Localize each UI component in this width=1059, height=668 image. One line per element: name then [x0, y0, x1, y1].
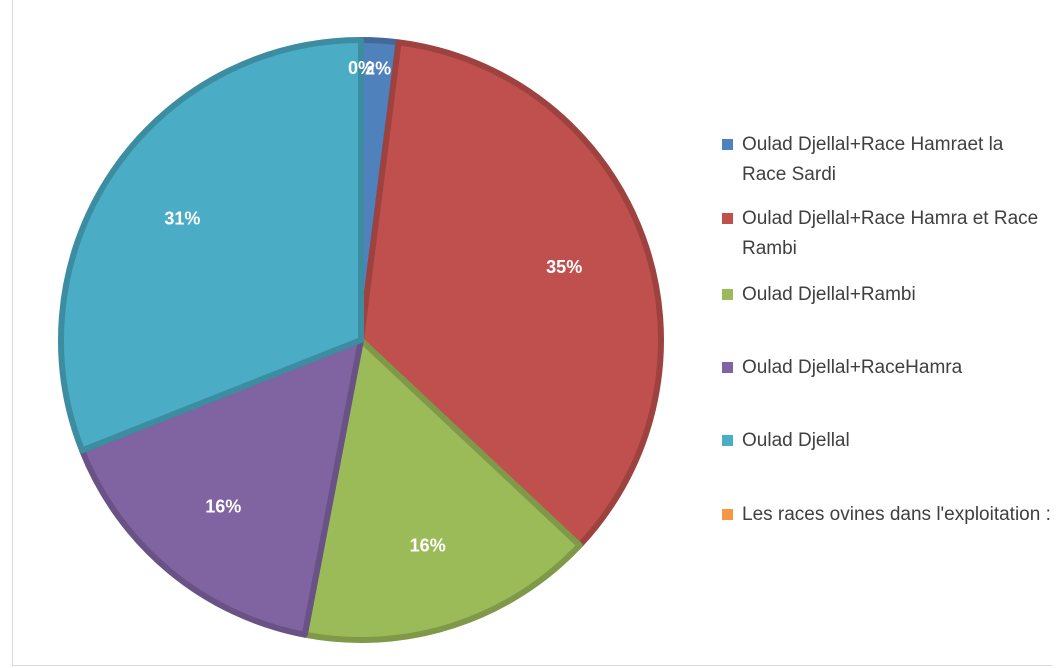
legend-swatch	[722, 435, 733, 446]
legend-swatch	[722, 139, 733, 150]
legend-label: Oulad Djellal	[742, 430, 850, 451]
legend-entry: Les races ovines dans l'exploitation :	[722, 502, 1052, 530]
legend-entry: Oulad Djellal	[722, 428, 1052, 456]
slice-data-label: 2%	[365, 59, 391, 79]
pie-slice	[358, 39, 664, 549]
legend-entry: Oulad Djellal+Race Hamraet la Race Sardi	[722, 132, 1052, 190]
legend-entry: Oulad Djellal+Race Hamra et Race Rambi	[722, 206, 1052, 264]
slice-data-label: 16%	[410, 535, 446, 555]
slice-data-label: 35%	[546, 257, 582, 277]
legend-label: Oulad Djellal+Race Hamra et Race Rambi	[742, 208, 1039, 259]
legend-swatch	[722, 509, 733, 520]
pie-data-labels: 2% 35% 16% 16% 31% 0%	[164, 58, 582, 555]
pie-slice	[79, 337, 364, 638]
legend-label: Les races ovines dans l'exploitation :	[742, 504, 1051, 525]
slice-data-label: 31%	[164, 209, 200, 229]
legend-label: Oulad Djellal+Race Hamraet la Race Sardi	[742, 134, 1004, 185]
slice-data-label: 16%	[205, 496, 241, 516]
slice-data-label: 0%	[348, 58, 374, 78]
legend-swatch	[722, 362, 733, 373]
chart-frame	[12, 0, 1052, 666]
legend-label: Oulad Djellal+RaceHamra	[742, 357, 963, 378]
legend-entry: Oulad Djellal+Rambi	[722, 282, 1052, 310]
legend-swatch	[722, 213, 733, 224]
legend-label: Oulad Djellal+Rambi	[742, 284, 916, 305]
pie-slice	[301, 337, 583, 643]
pie-slices	[58, 37, 664, 643]
legend-swatch	[722, 289, 733, 300]
pie-slice	[58, 37, 364, 454]
legend-entry: Oulad Djellal+RaceHamra	[722, 355, 1052, 383]
